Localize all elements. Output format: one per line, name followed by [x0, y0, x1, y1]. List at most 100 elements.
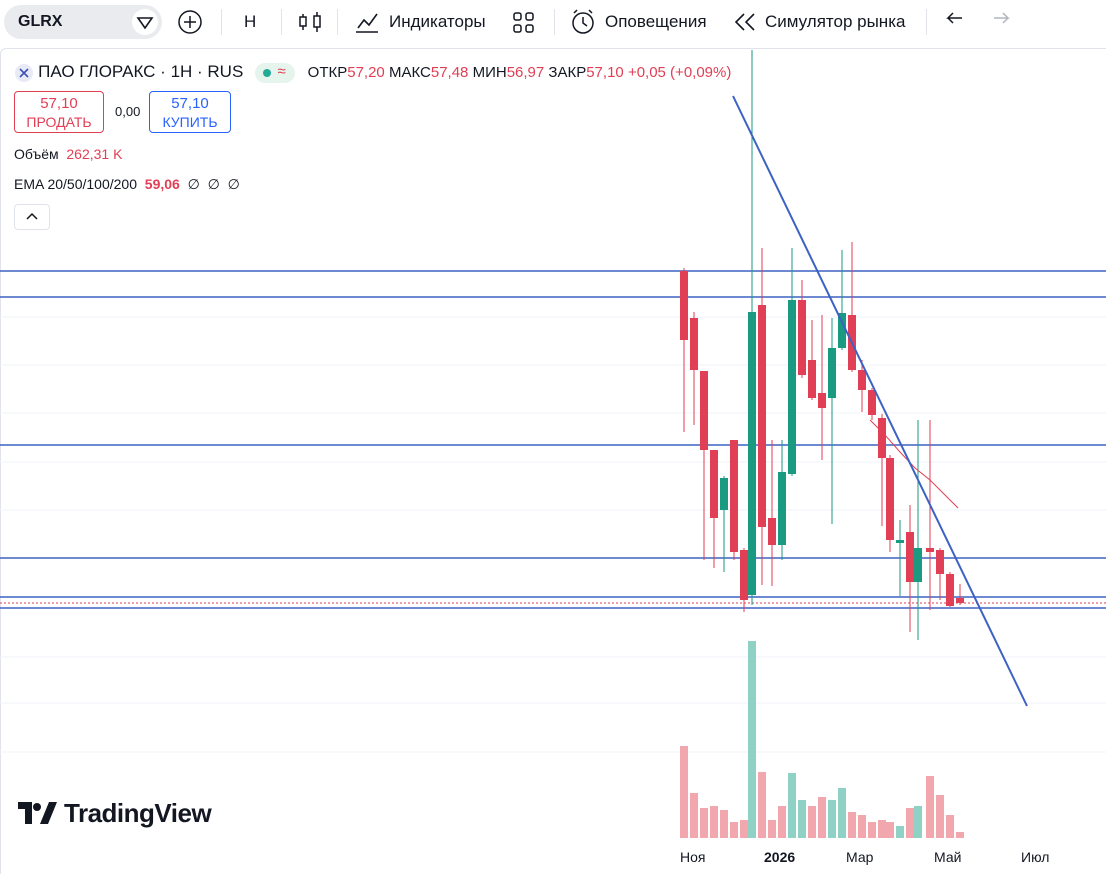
volume-bar [788, 773, 796, 838]
volume-bar [680, 746, 688, 838]
separator [554, 9, 555, 35]
watermark-logo [18, 802, 57, 824]
candle-body [758, 305, 766, 527]
ema-empty: ∅ [187, 176, 200, 192]
candle-body [690, 318, 698, 370]
alerts: Оповещения [605, 12, 707, 31]
volume-bar [748, 641, 756, 838]
candle-body [788, 300, 796, 474]
volume-bar [838, 788, 846, 838]
indicators: Индикаторы [389, 12, 486, 31]
candle-body [778, 472, 786, 545]
candle-body [926, 548, 934, 552]
time-label: 2026 [764, 849, 796, 865]
volume-bar [720, 810, 728, 838]
ohlc-value: 57,10 [586, 64, 624, 81]
symbol-search[interactable]: GLRX [4, 5, 162, 39]
volume-bar [878, 820, 886, 838]
separator [926, 9, 927, 35]
ema-label: EMA 20/50/100/200 [14, 176, 137, 192]
candle-body [878, 418, 886, 458]
volume-value: 262,31 K [66, 146, 123, 162]
ohlc-value: 57,48 [430, 64, 469, 81]
status-badge[interactable]: ≈ [255, 63, 296, 84]
candle-body [798, 300, 806, 375]
symbol: GLRX [18, 13, 63, 30]
trendline [732, 95, 1028, 707]
volume-bar [768, 820, 776, 838]
indicators-button[interactable]: Индикаторы [389, 0, 486, 44]
volume-bar [848, 812, 856, 838]
separator [337, 9, 338, 35]
candle-body [680, 271, 688, 340]
ema-value: 59,06 [144, 176, 180, 192]
collapse-button[interactable] [14, 204, 50, 230]
ema-empty: ∅ [227, 176, 240, 192]
candle-body [720, 478, 728, 510]
separator [221, 9, 222, 35]
buy-button[interactable]: 57,10 КУПИТЬ [149, 91, 231, 133]
volume-row: Объём 262,31 K [14, 146, 122, 162]
candle-body [818, 393, 826, 408]
icon [132, 9, 158, 35]
volume-bar [700, 808, 708, 838]
candle-body [838, 313, 846, 348]
candle-body [808, 360, 816, 398]
candle-body [730, 440, 738, 552]
volume-bar [818, 797, 826, 838]
replay-button[interactable]: Симулятор рынка [765, 0, 905, 44]
time-label: Ноя [680, 849, 706, 865]
buy-price: 57,10 [171, 95, 209, 112]
alerts-button[interactable]: Оповещения [605, 0, 707, 44]
candle-body [828, 348, 836, 398]
volume-bar [778, 806, 786, 838]
ema-row: EMA 20/50/100/200 59,06 ∅ ∅ ∅ [14, 176, 240, 193]
sell-label: ПРОДАТЬ [26, 114, 92, 130]
sell-button[interactable]: 57,10 ПРОДАТЬ [14, 91, 104, 133]
volume-bar [828, 800, 836, 838]
symbol-logo [15, 64, 33, 83]
candle-body [946, 574, 954, 606]
ohlc-value: 57,20 [347, 64, 385, 81]
legend-title: ПАО ГЛОРАКС · 1Н · RUS [38, 62, 244, 81]
candle-body [914, 548, 922, 582]
volume-bar [868, 822, 876, 838]
time-label: Мар [846, 849, 874, 865]
volume-bar [730, 822, 738, 838]
change: +0,05 (+0,09%) [627, 64, 732, 81]
volume-bar [886, 822, 894, 838]
toolbar: GLRX Н Индикаторы Оповещения Симулятор р… [0, 0, 1106, 44]
volume-bar [936, 795, 944, 838]
volume-bar [926, 776, 934, 838]
candle-body [740, 550, 748, 600]
volume-bar [740, 820, 748, 838]
volume-bar [896, 826, 904, 838]
interval-button[interactable]: Н [244, 0, 256, 44]
icon [26, 212, 38, 220]
volume-label: Объём [14, 146, 59, 162]
candle-body [710, 450, 718, 518]
separator [281, 9, 282, 35]
legend-row: ПАО ГЛОРАКС · 1Н · RUS ≈ ОТКР57,20 МАКС5… [14, 62, 732, 84]
replay: Симулятор рынка [765, 12, 906, 31]
volume-bar [946, 815, 954, 838]
spread: 0,00 [115, 104, 141, 119]
watermark: TradingView [18, 797, 212, 828]
candle-body [700, 371, 708, 450]
volume-bar [808, 806, 816, 838]
volume-bar [914, 806, 922, 838]
ema-line [869, 419, 959, 509]
candle-body [956, 598, 964, 603]
ohlc-label: ОТКР [307, 64, 348, 81]
ohlc-label: МИН [472, 64, 507, 81]
ohlc-value: 56,97 [506, 64, 545, 81]
volume-bar [858, 815, 866, 838]
buy-label: КУПИТЬ [162, 114, 218, 130]
time-label: Июл [1021, 849, 1050, 865]
candle-body [906, 532, 914, 582]
candle-body [868, 390, 876, 415]
watermark-text: TradingView [64, 797, 212, 828]
volume-bar [690, 793, 698, 838]
